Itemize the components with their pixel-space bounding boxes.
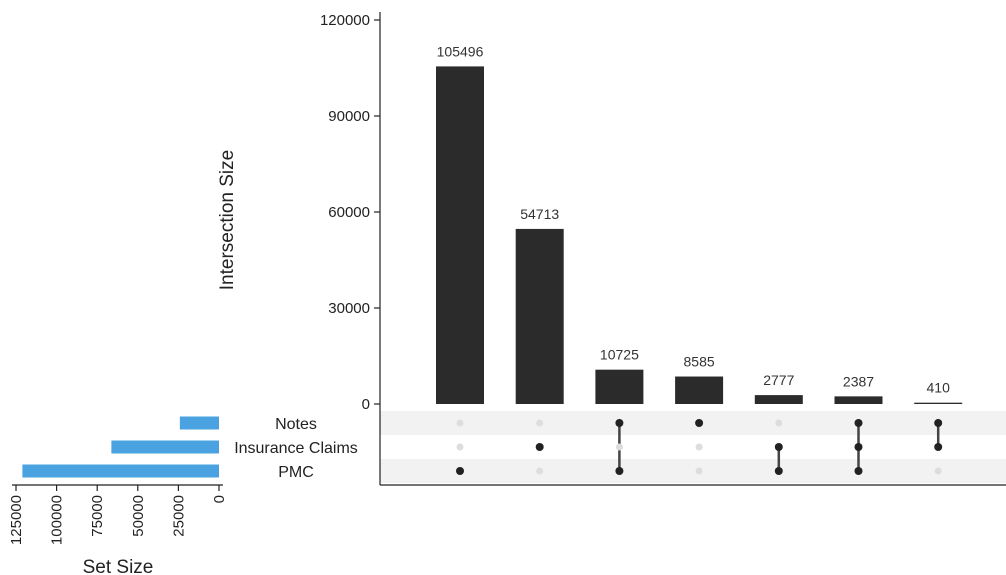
matrix-dot-active [854, 443, 863, 451]
set-size-axis-tick-label: 75000 [89, 495, 106, 537]
matrix-dot-inactive [695, 443, 703, 451]
matrix-dot-active [854, 467, 863, 475]
intersection-axis-title: Intersection Size [217, 150, 238, 290]
intersection-axis: Intersection Size 0 30000 60000 90000 120000 [217, 12, 1006, 486]
intersection-bars: 105496 54713 10725 8585 2777 2387 410 [436, 43, 963, 404]
intersection-bar [595, 369, 644, 404]
matrix-dot-inactive [536, 419, 544, 427]
set-size-axis: Set Size 125000 100000 75000 50000 25000 0 [8, 484, 228, 575]
set-size-bar [179, 416, 219, 430]
set-size-axis-title: Set Size [83, 557, 154, 575]
matrix-dot-active [615, 467, 624, 475]
set-size-axis-tick-label: 25000 [170, 495, 187, 537]
matrix-dot-active [854, 419, 863, 427]
set-label: Notes [275, 416, 317, 433]
matrix-dot-active [615, 419, 624, 427]
matrix-dot-inactive [934, 467, 942, 475]
set-size-axis-tick-label: 100000 [49, 495, 66, 545]
set-labels: Notes Insurance Claims PMC [234, 416, 358, 481]
intersection-bar [754, 395, 803, 404]
intersection-axis-tick-label: 0 [362, 396, 370, 413]
intersection-axis-tick-label: 90000 [328, 108, 370, 125]
matrix-dot-inactive [456, 443, 464, 451]
matrix-dot-active [774, 443, 783, 451]
intersection-axis-tick-label: 30000 [328, 300, 370, 317]
matrix-dot-inactive [695, 467, 703, 475]
matrix-dot-active [535, 443, 544, 451]
intersection-bar-label: 2777 [763, 372, 794, 388]
set-size-axis-tick-label: 50000 [130, 495, 147, 537]
matrix-dot-active [934, 443, 943, 451]
set-size-bar [111, 440, 219, 454]
matrix-dot-active [695, 419, 704, 427]
matrix-row-stripe [380, 411, 1006, 435]
set-label: PMC [278, 464, 314, 481]
intersection-bar-label: 2387 [843, 373, 874, 389]
intersection-bar [914, 402, 963, 404]
intersection-bar [675, 376, 724, 404]
set-label: Insurance Claims [234, 440, 358, 457]
intersection-bar-label: 10725 [600, 347, 639, 363]
intersection-bar-label: 8585 [684, 354, 715, 370]
intersection-bar [515, 228, 564, 404]
matrix-dot-inactive [615, 443, 623, 451]
matrix-dot-active [456, 467, 464, 475]
set-size-bars [22, 416, 219, 478]
intersection-bar-label: 410 [927, 380, 951, 396]
intersection-bar-label: 105496 [437, 43, 484, 59]
intersection-axis-tick-label: 60000 [328, 204, 370, 221]
set-size-axis-tick-label: 125000 [8, 495, 25, 545]
matrix-dot-inactive [775, 419, 783, 427]
set-size-bar [22, 464, 219, 478]
intersection-bar-label: 54713 [520, 206, 559, 222]
intersection-bar [436, 66, 484, 404]
matrix-row-stripe [380, 459, 1006, 483]
matrix-dot-inactive [456, 419, 464, 427]
intersection-bar [834, 396, 883, 404]
matrix-layer [380, 411, 1006, 483]
intersection-axis-tick-label: 120000 [320, 12, 370, 29]
matrix-dot-inactive [536, 467, 544, 475]
matrix-dot-active [934, 419, 943, 427]
matrix-dot-active [774, 467, 783, 475]
set-size-axis-tick-label: 0 [211, 495, 228, 503]
